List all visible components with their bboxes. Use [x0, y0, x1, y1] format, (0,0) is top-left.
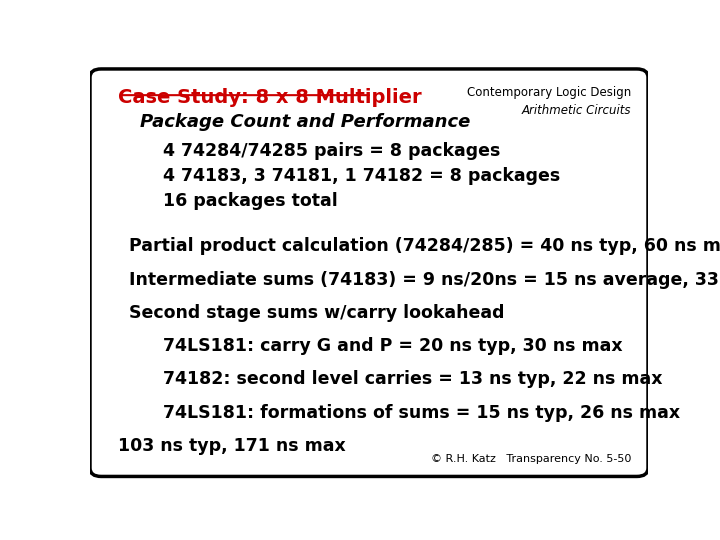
Text: 4 74183, 3 74181, 1 74182 = 8 packages: 4 74183, 3 74181, 1 74182 = 8 packages — [163, 167, 559, 185]
Text: Arithmetic Circuits: Arithmetic Circuits — [522, 104, 631, 117]
Text: 74LS181: formations of sums = 15 ns typ, 26 ns max: 74LS181: formations of sums = 15 ns typ,… — [163, 404, 680, 422]
Text: Partial product calculation (74284/285) = 40 ns typ, 60 ns max: Partial product calculation (74284/285) … — [129, 238, 720, 255]
FancyBboxPatch shape — [90, 69, 648, 476]
Text: 74182: second level carries = 13 ns typ, 22 ns max: 74182: second level carries = 13 ns typ,… — [163, 370, 662, 388]
Text: 74LS181: carry G and P = 20 ns typ, 30 ns max: 74LS181: carry G and P = 20 ns typ, 30 n… — [163, 337, 622, 355]
Text: © R.H. Katz   Transparency No. 5-50: © R.H. Katz Transparency No. 5-50 — [431, 454, 631, 464]
Text: 16 packages total: 16 packages total — [163, 192, 337, 210]
Text: Package Count and Performance: Package Count and Performance — [140, 113, 471, 131]
Text: Case Study: 8 x 8 Multiplier: Case Study: 8 x 8 Multiplier — [118, 87, 421, 107]
Text: Contemporary Logic Design: Contemporary Logic Design — [467, 85, 631, 99]
Text: Intermediate sums (74183) = 9 ns/20ns = 15 ns average, 33 ns max: Intermediate sums (74183) = 9 ns/20ns = … — [129, 271, 720, 288]
Text: Second stage sums w/carry lookahead: Second stage sums w/carry lookahead — [129, 304, 505, 322]
Text: 103 ns typ, 171 ns max: 103 ns typ, 171 ns max — [118, 437, 346, 455]
Text: 4 74284/74285 pairs = 8 packages: 4 74284/74285 pairs = 8 packages — [163, 141, 500, 160]
